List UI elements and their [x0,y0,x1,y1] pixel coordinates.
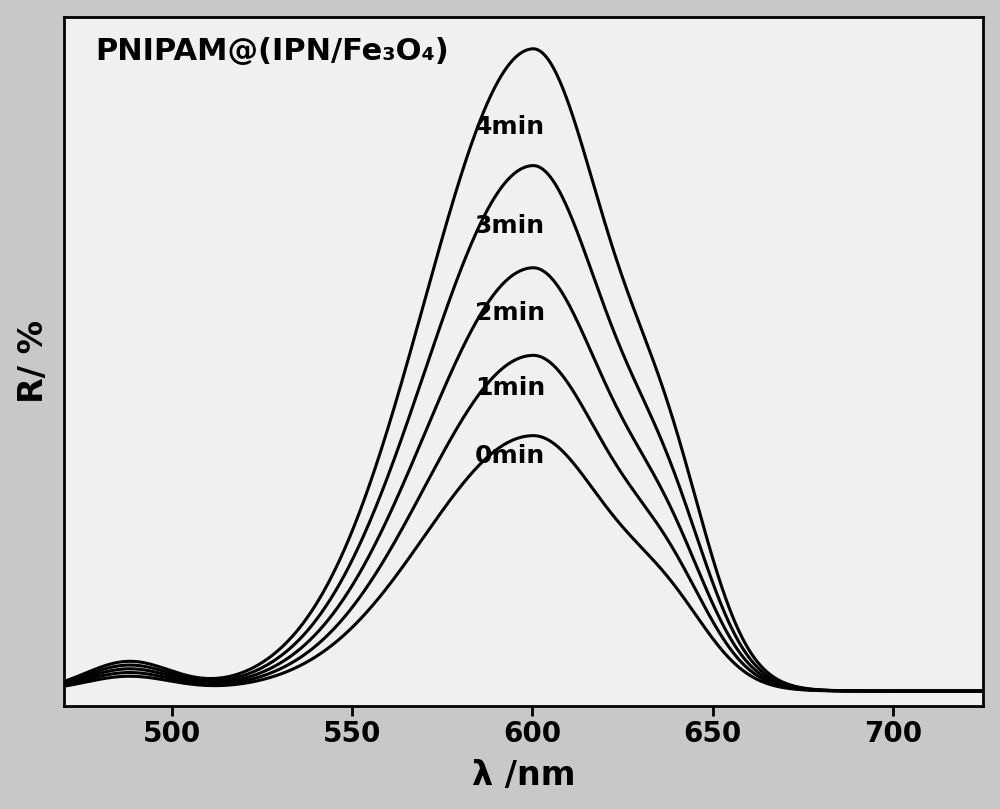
Text: 1min: 1min [475,375,545,400]
Text: 3min: 3min [475,214,545,239]
Y-axis label: R/ %: R/ % [17,320,50,403]
Text: 0min: 0min [475,444,545,468]
X-axis label: λ /nm: λ /nm [472,760,575,792]
Text: 4min: 4min [475,115,545,139]
Text: 2min: 2min [475,301,545,325]
Text: PNIPAM@(IPN/Fe₃O₄): PNIPAM@(IPN/Fe₃O₄) [96,37,449,66]
